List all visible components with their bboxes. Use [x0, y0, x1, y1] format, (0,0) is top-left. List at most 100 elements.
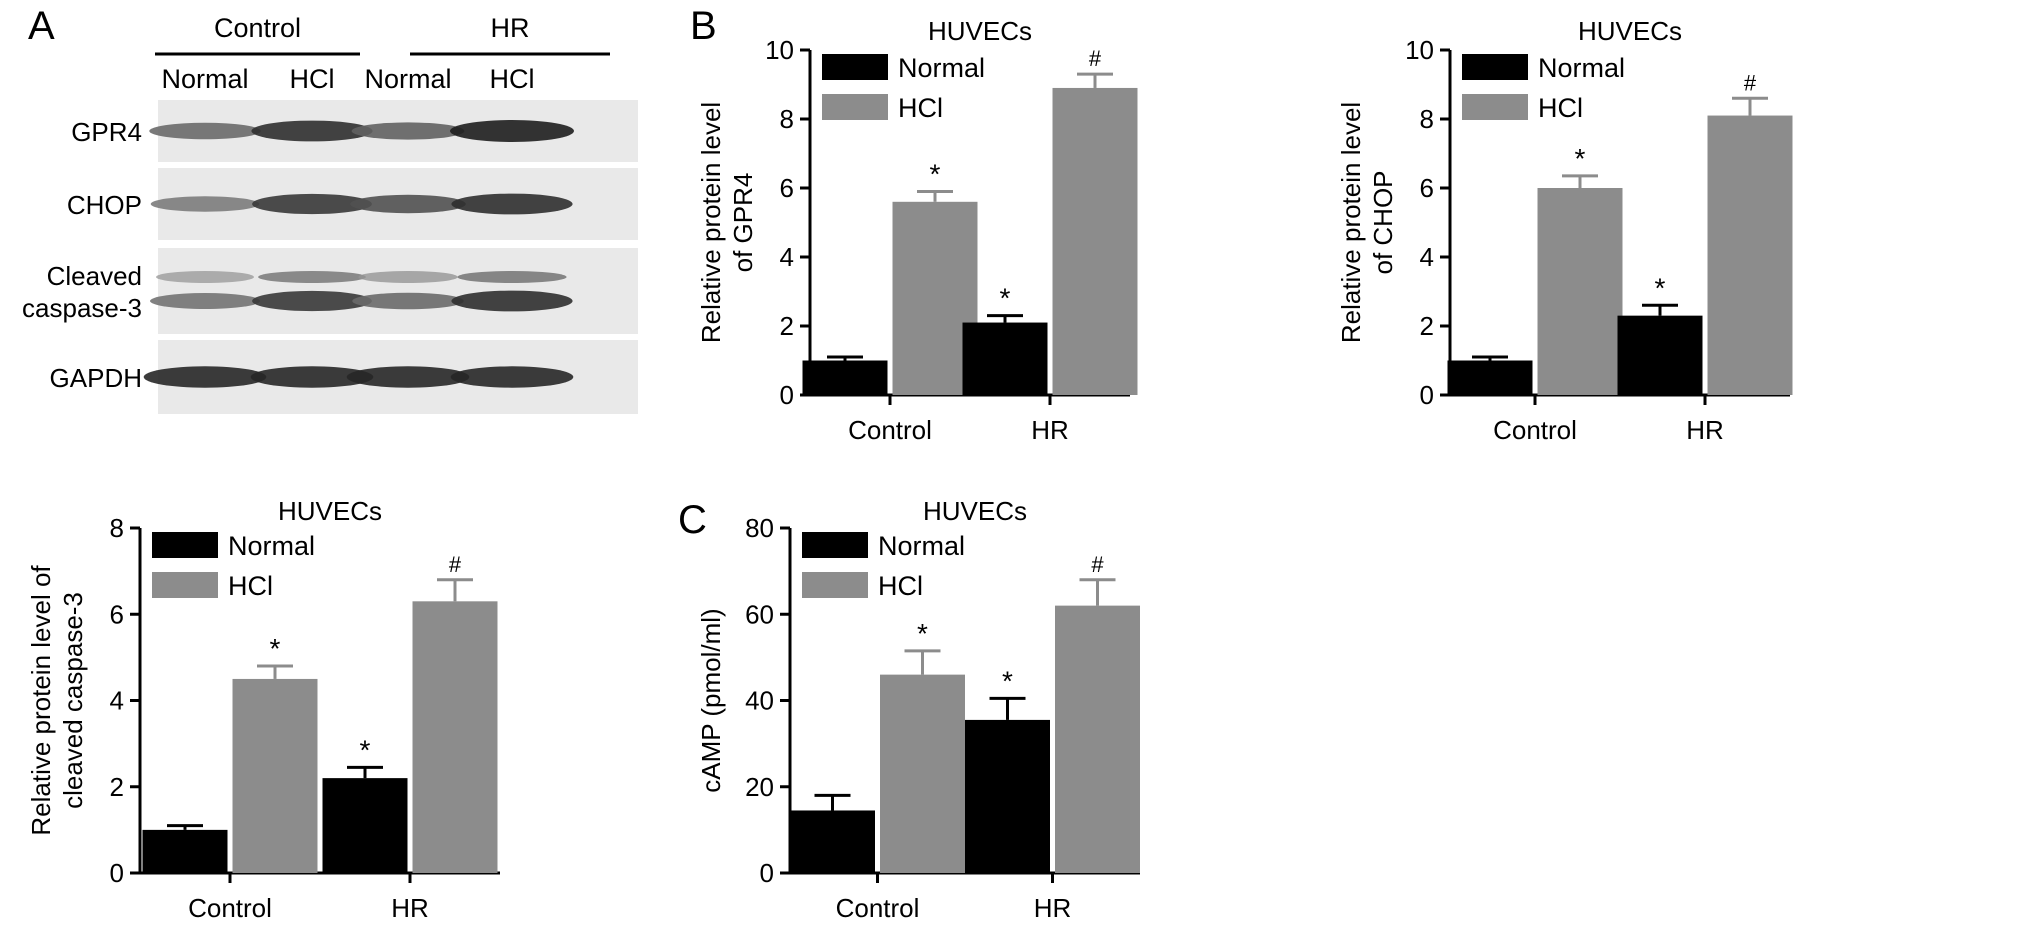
blot-band	[150, 293, 260, 309]
blot-band	[252, 193, 372, 215]
chart-body: HUVECs Relative protein level ofcleaved c…	[26, 496, 500, 923]
blot-lane-label: Normal	[364, 64, 451, 94]
y-tick-label: 6	[780, 173, 794, 203]
y-tick-label: 10	[765, 35, 794, 65]
blot-band	[450, 366, 574, 388]
y-axis-label: Relative protein level ofcleaved caspase…	[26, 565, 88, 836]
blot-rows: GPR4 CHOP Cleaved caspase-3 GAPDH	[22, 100, 638, 414]
blot-band	[350, 194, 466, 214]
bar	[965, 719, 1050, 873]
legend-label: HCl	[898, 93, 943, 123]
blot-row: GPR4	[71, 100, 638, 162]
y-tick-label: 4	[110, 686, 124, 716]
blot-band	[346, 366, 470, 388]
y-tick-label: 8	[110, 513, 124, 543]
legend: Normal HCl	[822, 53, 985, 123]
y-tick-label: 40	[745, 686, 774, 716]
significance-mark: *	[360, 734, 371, 765]
bar	[322, 778, 408, 873]
legend-label: Normal	[878, 531, 965, 561]
chart-title: HUVECs	[1578, 16, 1682, 46]
blot-row-label: GPR4	[71, 117, 142, 147]
significance-mark: *	[930, 158, 941, 189]
chart-body: HUVECs Relative protein levelof GPR4 0 2 4 6 8…	[696, 16, 1138, 445]
y-tick-label: 80	[745, 513, 774, 543]
legend-label: HCl	[1538, 93, 1583, 123]
y-tick-label: 4	[780, 242, 794, 272]
y-tick-label: 20	[745, 772, 774, 802]
y-tick-label: 4	[1420, 242, 1434, 272]
y-tick-label: 10	[1405, 35, 1434, 65]
chart-title: HUVECs	[923, 496, 1027, 526]
blot-band	[251, 120, 373, 142]
blot-group-label: HR	[491, 13, 530, 43]
blot-band	[451, 290, 573, 312]
blot-row: Cleaved caspase-3	[22, 248, 638, 334]
bar	[1052, 87, 1138, 395]
y-tick-label: 0	[780, 380, 794, 410]
y-tick-label: 6	[1420, 173, 1434, 203]
bar	[1055, 605, 1140, 873]
blot-lane-label: Normal	[161, 64, 248, 94]
x-tick-label: HR	[391, 893, 429, 923]
legend-swatch	[802, 532, 868, 558]
chart-title: HUVECs	[278, 496, 382, 526]
significance-mark: *	[270, 633, 281, 664]
significance-mark: #	[1089, 46, 1102, 71]
y-axis-label: cAMP (pmol/ml)	[696, 608, 726, 792]
y-tick-label: 0	[1420, 380, 1434, 410]
panel-letter-c: C	[678, 498, 707, 542]
significance-mark: *	[1002, 665, 1013, 696]
blot-band	[150, 196, 260, 212]
blot-band	[451, 193, 573, 215]
legend-swatch	[1462, 54, 1528, 80]
blot-band	[250, 366, 374, 388]
blot-band	[450, 120, 574, 142]
legend-swatch	[152, 532, 218, 558]
blot-group-label: Control	[214, 13, 301, 43]
blot-band	[351, 122, 465, 140]
bar	[790, 810, 875, 873]
blot-membrane	[158, 248, 638, 334]
significance-mark: *	[1575, 143, 1586, 174]
blot-row: GAPDH	[50, 340, 638, 414]
legend-label: HCl	[878, 571, 923, 601]
blot-lane-label: HCl	[490, 64, 535, 94]
western-blot: Control HR Normal HCl Normal HCl GPR4 CHOP Clea…	[22, 13, 638, 414]
significance-mark: *	[1655, 272, 1666, 303]
x-tick-label: HR	[1034, 893, 1072, 923]
bar	[1707, 115, 1793, 396]
panel-letter-b: B	[690, 4, 717, 48]
legend-label: Normal	[898, 53, 985, 83]
legend-swatch	[802, 572, 868, 598]
significance-mark: #	[1091, 552, 1104, 577]
y-axis-label: Relative protein levelof CHOP	[1336, 102, 1398, 343]
blot-row-label: Cleaved caspase-3	[22, 261, 142, 323]
blot-band	[252, 290, 372, 312]
legend-label: Normal	[1538, 53, 1625, 83]
blot-band-upper	[156, 271, 254, 283]
chart-chop: HUVECs Relative protein levelof CHOP 0 2 4 6 8…	[1336, 16, 1793, 445]
blot-band	[143, 366, 267, 388]
bar	[962, 322, 1048, 395]
legend-swatch	[822, 94, 888, 120]
x-tick-label: Control	[188, 893, 272, 923]
legend-swatch	[822, 54, 888, 80]
significance-mark: #	[449, 552, 462, 577]
chart-body: HUVECs Relative protein levelof CHOP 0 2 4 6 8…	[1336, 16, 1793, 445]
legend-swatch	[1462, 94, 1528, 120]
blot-lane-label: HCl	[290, 64, 335, 94]
bar	[802, 360, 888, 395]
significance-mark: #	[1744, 70, 1757, 95]
significance-mark: *	[1000, 283, 1011, 314]
y-tick-label: 6	[110, 599, 124, 629]
legend: Normal HCl	[802, 531, 965, 601]
significance-mark: *	[917, 618, 928, 649]
legend: Normal HCl	[152, 531, 315, 601]
bar	[880, 674, 965, 873]
y-tick-label: 8	[1420, 104, 1434, 134]
y-tick-label: 2	[1420, 311, 1434, 341]
x-tick-label: Control	[848, 415, 932, 445]
bar	[1537, 188, 1623, 395]
x-tick-label: HR	[1031, 415, 1069, 445]
